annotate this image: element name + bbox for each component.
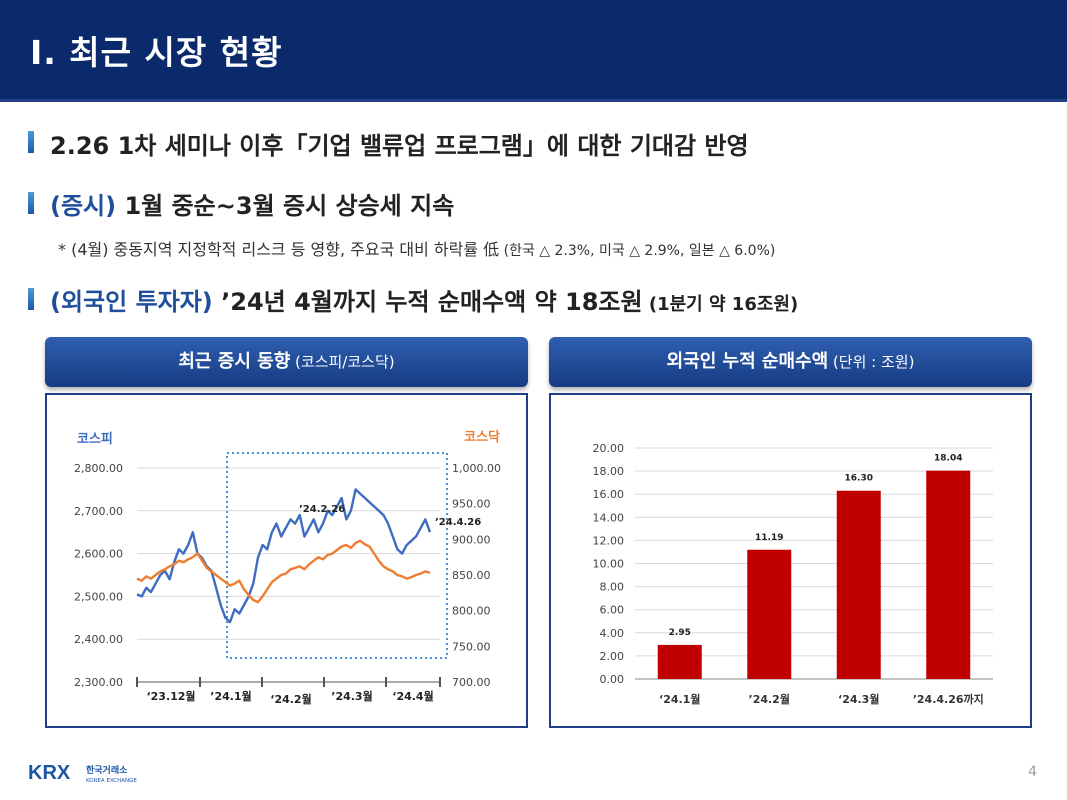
point-2-text: 1월 중순~3월 증시 상승세 지속 — [116, 192, 455, 220]
page-number: 4 — [1028, 764, 1037, 780]
x-tick-label: ‘23.12월 — [146, 689, 195, 703]
bullet-marker — [28, 131, 34, 153]
bar — [747, 549, 792, 679]
y-tick: 10.00 — [593, 558, 625, 571]
point-3: (외국인 투자자) ’24년 4월까지 누적 순매수액 약 18조원 (1분기 … — [50, 282, 798, 317]
right-panel-header: 외국인 누적 순매수액 (단위 : 조원) — [549, 337, 1032, 387]
y-tick-right: 950.00 — [452, 498, 491, 511]
y-tick-left: 2,300.00 — [74, 676, 123, 689]
bullet-marker — [28, 192, 34, 214]
bar — [926, 470, 971, 679]
y-tick-left: 2,800.00 — [74, 462, 123, 475]
note-detail: (한국 △ 2.3%, 미국 △ 2.9%, 일본 △ 6.0%) — [499, 243, 776, 259]
y-tick-left: 2,500.00 — [74, 590, 123, 603]
y-tick-right: 1,000.00 — [452, 462, 501, 475]
y-tick-left: 2,600.00 — [74, 548, 123, 561]
bar — [836, 490, 881, 679]
bar-value-label: 18.04 — [934, 454, 962, 464]
title-bar: Ⅰ. 최근 시장 현황 — [0, 0, 1067, 102]
y-tick: 8.00 — [600, 581, 625, 594]
point-1: 2.26 1차 세미나 이후「기업 밸류업 프로그램」에 대한 기대감 반영 — [50, 132, 749, 160]
y-tick: 2.00 — [600, 650, 625, 663]
point-3-text: ’24년 4월까지 누적 순매수액 약 18조원 — [212, 288, 643, 316]
kospi-series-line — [136, 488, 432, 624]
kosdaq-series-line — [136, 539, 431, 604]
page-title: Ⅰ. 최근 시장 현황 — [30, 33, 283, 72]
y-tick: 6.00 — [600, 604, 625, 617]
y-tick-right: 800.00 — [452, 605, 491, 618]
x-tick-label: ’24.4.26까지 — [913, 692, 984, 706]
y-tick: 0.00 — [600, 673, 625, 686]
y-tick-right: 750.00 — [452, 640, 491, 653]
x-tick-label: ‘24.3월 — [838, 692, 879, 706]
left-chart-panel: 코스피 코스닥 2,800.00 2,700.00 2,600.00 2,500.00 2,… — [45, 393, 528, 728]
annotation-label: ’24.2.26 — [299, 504, 345, 515]
highlight-period-box — [226, 452, 448, 659]
krx-logo: KRX 한국거래소 KOREA EXCHANGE — [28, 762, 158, 788]
y-tick-right: 700.00 — [452, 676, 491, 689]
annotation-label: ’24.4.26 — [435, 517, 481, 528]
y-tick: 4.00 — [600, 627, 625, 640]
bar-value-label: 16.30 — [845, 474, 873, 484]
x-tick-label: ’24.2월 — [749, 692, 790, 706]
x-tick-label: ‘24.1월 — [659, 692, 700, 706]
foreign-net-buy-chart: 20.00 18.00 16.00 14.00 12.00 10.00 8.00 6.00 4.… — [593, 442, 993, 706]
kospi-axis-label: 코스피 — [77, 432, 113, 447]
right-chart-panel: 20.00 18.00 16.00 14.00 12.00 10.00 8.00 6.00 4.… — [549, 393, 1032, 728]
point-2: (증시) 1월 중순~3월 증시 상승세 지속 — [50, 186, 454, 221]
y-tick: 18.00 — [593, 465, 625, 478]
right-panel-title: 외국인 누적 순매수액 — [666, 351, 829, 372]
y-tick: 14.00 — [593, 511, 625, 524]
x-tick-label: ‘24.2월 — [270, 692, 311, 706]
y-tick: 12.00 — [593, 534, 625, 547]
left-panel-header: 최근 증시 동향 (코스피/코스닥) — [45, 337, 528, 387]
point-3-highlight: (외국인 투자자) — [50, 288, 213, 316]
bar — [657, 644, 702, 679]
y-tick-left: 2,400.00 — [74, 633, 123, 646]
right-panel-subtitle: (단위 : 조원) — [828, 353, 915, 371]
bullet-marker — [28, 288, 34, 310]
point-3-small: (1분기 약 16조원) — [642, 294, 799, 315]
note-main: * (4월) 중동지역 지정학적 리스크 등 영향, 주요국 대비 하락률 低 — [58, 240, 500, 259]
y-tick-left: 2,700.00 — [74, 505, 123, 518]
left-panel-subtitle: (코스피/코스닥) — [290, 353, 395, 371]
point-2-highlight: (증시) — [50, 192, 117, 220]
bar-value-label: 2.95 — [669, 628, 691, 638]
x-tick-label: ’24.3월 — [331, 689, 372, 703]
x-tick-label: ‘24.4월 — [392, 689, 433, 703]
bar-value-label: 11.19 — [755, 533, 783, 543]
x-tick-label: ’24.1월 — [210, 689, 251, 703]
stock-index-chart: 코스피 코스닥 2,800.00 2,700.00 2,600.00 2,500.00 2,… — [74, 429, 501, 706]
logo-en: KOREA EXCHANGE — [86, 778, 137, 784]
y-tick-right: 850.00 — [452, 569, 491, 582]
y-tick-right: 900.00 — [452, 533, 491, 546]
y-tick: 16.00 — [593, 488, 625, 501]
left-panel-title: 최근 증시 동향 — [178, 351, 291, 372]
y-tick: 20.00 — [593, 442, 625, 455]
kosdaq-axis-label: 코스닥 — [464, 429, 500, 445]
logo-kr: 한국거래소 — [86, 764, 128, 776]
point-2-note: * (4월) 중동지역 지정학적 리스크 등 영향, 주요국 대비 하락률 低 … — [58, 236, 775, 260]
logo-text: KRX — [28, 762, 71, 784]
